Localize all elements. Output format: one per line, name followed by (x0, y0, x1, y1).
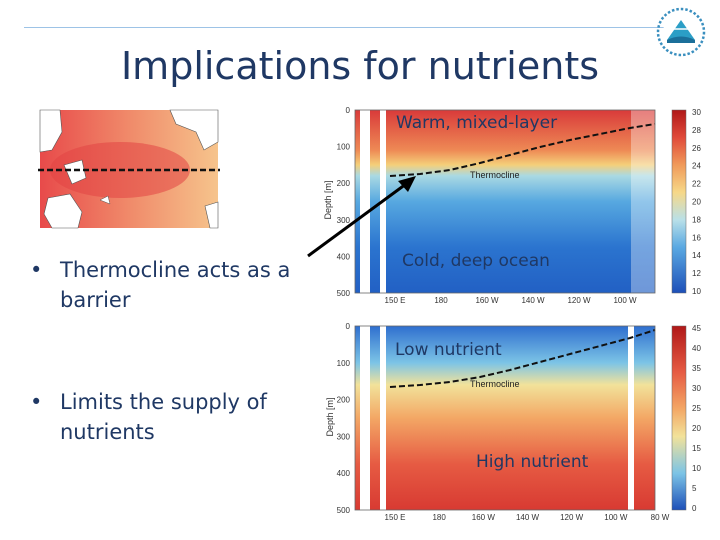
x-tick-label: 160 W (472, 513, 496, 522)
colorbar-tick-label: 12 (692, 269, 701, 278)
y-tick-label: 0 (346, 106, 351, 115)
x-tick-label: 120 W (567, 296, 591, 305)
bullet-text: Thermocline acts as a barrier (60, 258, 291, 312)
x-tick-label: 180 (434, 296, 448, 305)
colorbar-tick-label: 0 (692, 504, 697, 513)
high-nutrient-label: High nutrient (476, 452, 589, 472)
x-tick-label: 100 W (604, 513, 628, 522)
x-tick-label: 120 W (560, 513, 584, 522)
depth-axis-label: Depth [m] (325, 397, 335, 436)
thermocline-line (389, 329, 656, 388)
x-tick-label: 150 E (385, 513, 406, 522)
bullet-thermocline-barrier: • Thermocline acts as a barrier (30, 255, 320, 315)
x-tick-label: 150 E (385, 296, 406, 305)
y-tick-label: 400 (337, 252, 351, 261)
y-tick-label: 500 (337, 289, 351, 298)
warm-mixed-layer-label: Warm, mixed-layer (396, 113, 558, 133)
x-tick-label: 160 W (475, 296, 499, 305)
colorbar-tick-label: 10 (692, 287, 701, 296)
colorbar-tick-label: 40 (692, 344, 701, 353)
colorbar-tick-label: 5 (692, 484, 697, 493)
colorbar-tick-label: 15 (692, 444, 701, 453)
colorbar-tick-label: 25 (692, 404, 701, 413)
y-tick-label: 400 (337, 469, 351, 478)
thermocline-label: Thermocline (470, 170, 520, 180)
colorbar-tick-label: 10 (692, 464, 701, 473)
title-rule (24, 27, 664, 28)
colorbar-tick-label: 18 (692, 215, 701, 224)
x-tick-label: 140 W (521, 296, 545, 305)
low-nutrient-label: Low nutrient (395, 340, 502, 360)
colorbar-tick-label: 20 (692, 198, 701, 207)
x-tick-label: 140 W (516, 513, 540, 522)
temperature-section: Depth [m] Thermocline 0 100 200 300 400 500 1… (323, 106, 701, 305)
colorbar-tick-label: 30 (692, 384, 701, 393)
x-tick-label: 100 W (613, 296, 637, 305)
thermocline-line (389, 123, 656, 177)
thermocline-label: Thermocline (470, 379, 520, 389)
colorbar-tick-label: 24 (692, 162, 701, 171)
slide-title: Implications for nutrients (120, 44, 600, 88)
colorbar-tick-label: 30 (692, 108, 701, 117)
x-tick-label: 180 (432, 513, 446, 522)
colorbar-tick-label: 35 (692, 364, 701, 373)
y-tick-label: 200 (337, 396, 351, 405)
colorbar-tick-label: 16 (692, 233, 701, 242)
colorbar-tick-label: 45 (692, 324, 701, 333)
y-tick-label: 300 (337, 216, 351, 225)
colorbar-tick-label: 28 (692, 126, 701, 135)
colorbar-tick-label: 26 (692, 144, 701, 153)
y-tick-label: 200 (337, 179, 351, 188)
y-tick-label: 100 (337, 359, 351, 368)
colorbar-tick-label: 22 (692, 180, 701, 189)
y-tick-label: 500 (337, 506, 351, 515)
bullet-limits-supply: • Limits the supply of nutrients (30, 387, 310, 447)
depth-axis-label: Depth [m] (323, 180, 333, 219)
colorbar-tick-label: 14 (692, 251, 701, 260)
logo-icon (656, 7, 706, 57)
colorbar-tick-label: 20 (692, 424, 701, 433)
y-tick-label: 300 (337, 432, 351, 441)
cold-deep-ocean-label: Cold, deep ocean (402, 251, 550, 271)
x-tick-label: 80 W (651, 513, 670, 522)
pointer-arrow (307, 176, 416, 258)
bullet-text: Limits the supply of nutrients (60, 390, 267, 444)
pacific-map (38, 109, 220, 229)
y-tick-label: 0 (346, 322, 351, 331)
y-tick-label: 100 (337, 143, 351, 152)
